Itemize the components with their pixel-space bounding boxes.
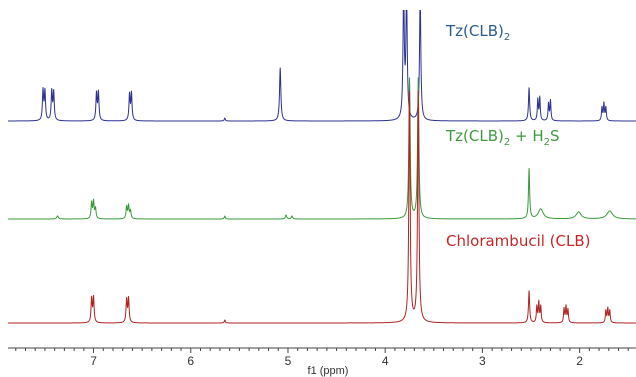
series-label-part: + H xyxy=(510,127,543,145)
spectra-traces xyxy=(7,10,636,324)
spectrum-trace-h2s xyxy=(7,77,636,220)
series-label-part: Chlorambucil (CLB) xyxy=(446,232,591,250)
series-label-tz: Tz(CLB)2 xyxy=(445,22,510,43)
series-label-h2s: Tz(CLB)2 + H2S xyxy=(445,127,560,148)
series-label-part: S xyxy=(550,127,560,145)
x-axis-ticks: 7 6 5 4 3 2 xyxy=(15,348,629,368)
x-tick-label: 5 xyxy=(285,354,292,368)
series-label-clb: Chlorambucil (CLB) xyxy=(446,232,591,250)
series-label-part: 2 xyxy=(504,32,510,43)
series-label-part: Tz(CLB) xyxy=(445,22,504,40)
series-label-part: 2 xyxy=(504,137,510,148)
x-tick-label: 7 xyxy=(90,354,97,368)
series-label-part: Tz(CLB) xyxy=(445,127,504,145)
x-tick-label: 3 xyxy=(479,354,486,368)
spectrum-trace-clb xyxy=(7,90,636,324)
spectrum-trace-tz xyxy=(7,10,636,122)
x-tick-label: 2 xyxy=(576,354,583,368)
series-label-part: 2 xyxy=(544,137,550,148)
x-axis-label: f1 (ppm) xyxy=(308,365,349,377)
x-tick-label: 4 xyxy=(382,354,389,368)
x-tick-label: 6 xyxy=(187,354,194,368)
